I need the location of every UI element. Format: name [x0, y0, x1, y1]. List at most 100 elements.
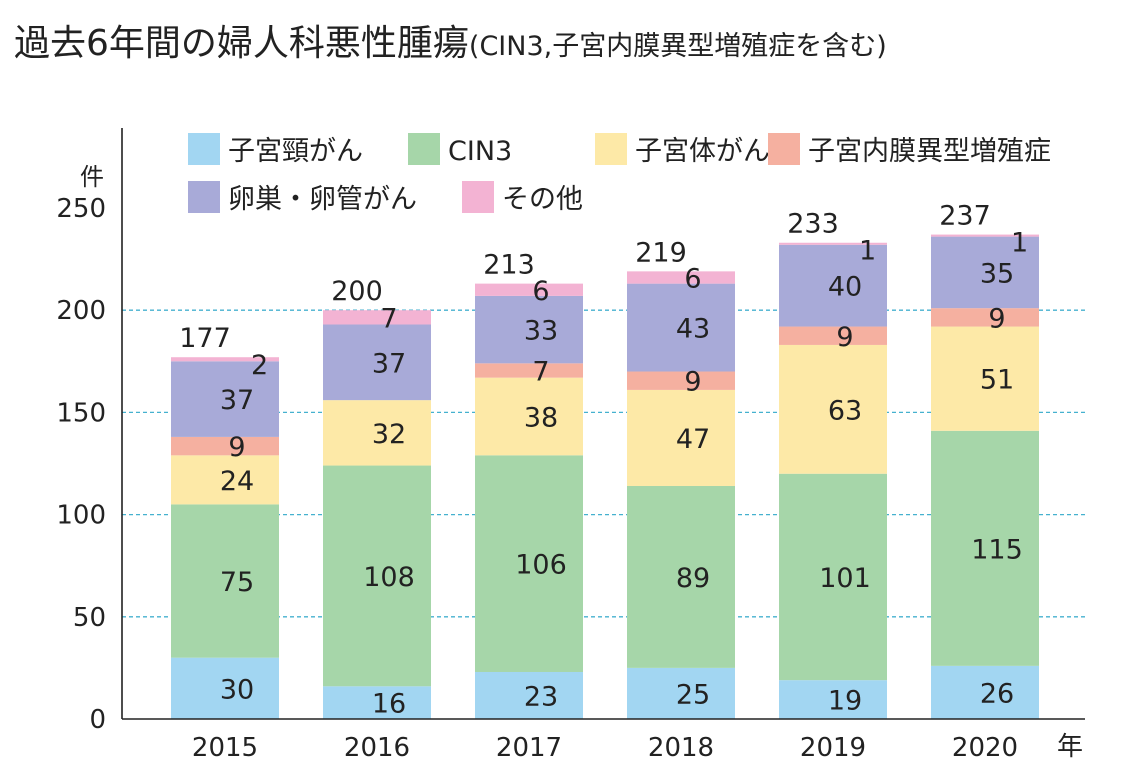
data-label: 23: [524, 681, 558, 712]
x-tick-label: 2018: [648, 733, 714, 763]
data-label: 37: [372, 348, 406, 379]
data-label: 1: [859, 236, 876, 267]
bar-segment: [475, 455, 583, 672]
bar-segment: [475, 363, 583, 378]
x-tick-label: 2020: [952, 733, 1018, 763]
data-label: 7: [380, 303, 397, 334]
chart-title: 過去6年間の婦人科悪性腫瘍(CIN3,子宮内膜異型増殖症を含む): [14, 23, 887, 64]
y-tick-label: 100: [56, 501, 106, 531]
x-axis-label: 年: [1057, 732, 1083, 762]
bar-segment: [931, 234, 1039, 237]
data-label: 108: [363, 562, 415, 593]
data-labels: 3075249372177161083237720023106387336213…: [179, 201, 1028, 720]
bar-segment: [627, 283, 735, 372]
bar-segment: [627, 371, 735, 390]
bar-segment: [323, 465, 431, 687]
bar-segment: [475, 283, 583, 296]
data-label: 115: [971, 534, 1023, 565]
bar-segment: [323, 324, 431, 401]
bar-segment: [323, 310, 431, 325]
legend-swatch: [188, 133, 220, 165]
y-tick-label: 200: [56, 296, 106, 326]
bar-segment: [627, 389, 735, 486]
axes: 0 50 100 150 200 250 2015 2016 2017 2018 2019 2020: [56, 128, 1085, 763]
chart-title-sub: (CIN3,子宮内膜異型増殖症を含む): [469, 31, 887, 62]
total-label: 200: [331, 276, 383, 307]
data-label: 37: [220, 385, 254, 416]
x-tick-label: 2019: [800, 733, 866, 763]
bar-segment: [171, 361, 279, 437]
legend-label: 子宮頸がん: [228, 136, 363, 167]
total-label: 213: [483, 250, 535, 281]
data-label: 38: [524, 402, 558, 433]
bar-segment: [323, 686, 431, 719]
data-label: 9: [836, 322, 853, 353]
bar-segment: [171, 657, 279, 719]
legend-label: その他: [502, 184, 583, 215]
data-label: 9: [684, 367, 701, 398]
chart-title-main: 過去6年間の婦人科悪性腫瘍: [14, 23, 469, 64]
data-label: 47: [676, 424, 710, 455]
legend-swatch: [188, 181, 220, 213]
data-label: 6: [684, 263, 701, 294]
bar-segment: [779, 473, 887, 681]
bar-segment: [171, 357, 279, 362]
legend-swatch: [462, 181, 494, 213]
bar-segment: [931, 665, 1039, 719]
bar-segment: [779, 326, 887, 345]
data-label: 16: [372, 689, 406, 720]
bar-segment: [171, 504, 279, 658]
data-label: 1: [1011, 228, 1028, 259]
data-label: 106: [515, 550, 567, 581]
data-label: 30: [220, 674, 254, 705]
x-tick-label: 2016: [344, 733, 410, 763]
legend-label: 卵巣・卵管がん: [228, 184, 417, 215]
data-label: 24: [220, 466, 254, 497]
total-label: 233: [787, 209, 839, 240]
legend-swatch: [768, 133, 800, 165]
y-tick-label: 0: [89, 705, 106, 735]
data-label: 26: [980, 678, 1014, 709]
data-label: 43: [676, 314, 710, 345]
bar-segment: [171, 436, 279, 456]
bar-segment: [779, 344, 887, 474]
y-tick-label: 150: [56, 398, 106, 428]
bar-segment: [931, 326, 1039, 431]
data-label: 25: [676, 679, 710, 710]
bar-segment: [931, 430, 1039, 666]
data-label: 63: [828, 395, 862, 426]
data-label: 40: [828, 272, 862, 303]
bar-segment: [475, 377, 583, 456]
legend-swatch: [595, 133, 627, 165]
data-label: 101: [819, 563, 871, 594]
y-tick-label: 250: [56, 194, 106, 224]
data-label: 9: [988, 303, 1005, 334]
bar-segment: [931, 236, 1039, 309]
bars: [171, 234, 1039, 719]
legend-label: 子宮内膜異型増殖症: [808, 136, 1051, 167]
bar-segment: [779, 680, 887, 719]
data-label: 33: [524, 316, 558, 347]
data-label: 32: [372, 419, 406, 450]
data-label: 51: [980, 365, 1014, 396]
data-label: 35: [980, 258, 1014, 289]
legend-label: 子宮体がん: [635, 136, 770, 167]
bar-segment: [171, 455, 279, 505]
bar-segment: [931, 308, 1039, 327]
bar-segment: [475, 295, 583, 364]
data-label: 2: [251, 350, 268, 381]
x-tick-label: 2015: [192, 733, 258, 763]
bar-segment: [627, 271, 735, 284]
bar-segment: [779, 242, 887, 245]
legend-swatch: [408, 133, 440, 165]
x-tick-label: 2017: [496, 733, 562, 763]
data-label: 6: [532, 276, 549, 307]
total-label: 237: [939, 201, 991, 232]
total-label: 177: [179, 323, 231, 354]
data-label: 7: [532, 356, 549, 387]
bar-segment: [779, 244, 887, 327]
data-label: 89: [676, 563, 710, 594]
bar-segment: [627, 667, 735, 719]
